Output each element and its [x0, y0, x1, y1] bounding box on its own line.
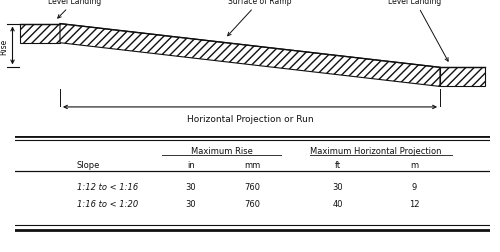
Text: 40: 40 [333, 199, 343, 208]
Text: 1:16 to < 1:20: 1:16 to < 1:20 [77, 199, 138, 208]
Text: Rise: Rise [0, 38, 8, 54]
Text: 30: 30 [186, 183, 196, 192]
Text: 30: 30 [186, 199, 196, 208]
Text: Maximum Rise: Maximum Rise [190, 146, 252, 155]
Text: 760: 760 [244, 183, 260, 192]
Text: 30: 30 [332, 183, 344, 192]
Text: 1:12 to < 1:16: 1:12 to < 1:16 [77, 183, 138, 192]
Text: 12: 12 [409, 199, 419, 208]
Polygon shape [20, 24, 60, 44]
Text: m: m [410, 160, 418, 169]
Text: mm: mm [244, 160, 260, 169]
Text: 760: 760 [244, 199, 260, 208]
Text: in: in [187, 160, 194, 169]
Text: Slope: Slope [77, 160, 100, 169]
Text: Surface of Ramp: Surface of Ramp [228, 0, 292, 37]
Text: Level Landing: Level Landing [388, 0, 448, 62]
Polygon shape [440, 68, 485, 87]
Text: Maximum Horizontal Projection: Maximum Horizontal Projection [310, 146, 442, 155]
Text: Horizontal Projection or Run: Horizontal Projection or Run [186, 114, 314, 123]
Text: 9: 9 [412, 183, 416, 192]
Polygon shape [60, 24, 440, 87]
Text: Level Landing: Level Landing [48, 0, 102, 19]
Text: ft: ft [335, 160, 341, 169]
